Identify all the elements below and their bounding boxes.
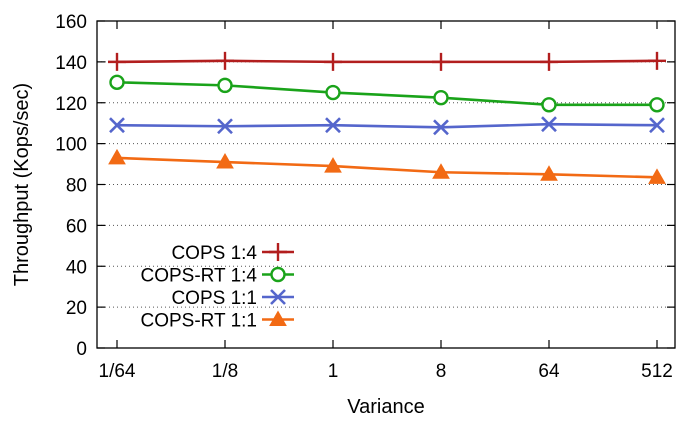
y-tick-label: 60 <box>66 216 87 237</box>
point-marker-circle <box>109 74 125 91</box>
point-marker-triangle <box>540 165 558 181</box>
point-marker-plus <box>324 52 342 71</box>
axis-ticks: 0 20 40 60 80 100 120 140 160 1/64 1/8 1 8 64 512 <box>55 12 675 382</box>
point-marker-x <box>217 118 233 135</box>
x-tick-label: 1/8 <box>212 361 238 382</box>
point-marker-x <box>325 117 341 134</box>
point-marker-x <box>433 119 449 136</box>
x-tick-label: 64 <box>538 361 560 382</box>
point-marker-circle <box>541 97 557 113</box>
legend-label: COPS 1:4 <box>171 243 257 264</box>
y-tick-label: 100 <box>55 135 87 156</box>
point-marker-plus <box>540 52 558 71</box>
point-marker-triangle <box>269 310 287 326</box>
point-marker-x <box>270 289 286 305</box>
point-marker-circle <box>433 89 449 106</box>
x-tick-label: 1 <box>328 361 339 382</box>
point-marker-triangle <box>432 163 450 179</box>
point-marker-circle <box>649 97 665 113</box>
series-line <box>116 81 657 107</box>
point-marker-plus <box>269 243 287 261</box>
point-marker-circle <box>217 77 233 94</box>
point-marker-x <box>649 117 665 134</box>
point-marker-plus <box>432 52 450 71</box>
point-marker-triangle <box>324 157 342 173</box>
point-marker-triangle <box>648 168 666 184</box>
x-tick-label: 1/64 <box>99 361 136 382</box>
y-tick-label: 140 <box>55 53 87 74</box>
series-cops-rt-1-1 <box>108 148 666 184</box>
series-cops-1-4 <box>108 51 666 71</box>
y-tick-label: 160 <box>55 12 87 33</box>
series-line <box>116 122 658 129</box>
y-axis-label: Throughput (Kops/sec) <box>11 83 33 286</box>
y-tick-label: 20 <box>66 298 87 319</box>
series-group <box>108 51 666 184</box>
point-marker-plus <box>216 51 234 70</box>
point-marker-x <box>541 116 557 133</box>
point-marker-circle <box>270 266 286 283</box>
x-tick-label: 8 <box>436 361 447 382</box>
point-marker-triangle <box>108 148 126 165</box>
legend-label: COPS 1:1 <box>171 288 257 309</box>
series-cops-rt-1-4 <box>109 74 665 113</box>
y-tick-label: 0 <box>76 339 87 360</box>
legend-label: COPS-RT 1:1 <box>140 311 257 332</box>
series-line <box>116 156 658 179</box>
legend-label: COPS-RT 1:4 <box>140 266 257 287</box>
y-tick-label: 40 <box>66 257 87 278</box>
point-marker-plus <box>108 52 126 71</box>
x-tick-label: 512 <box>641 361 673 382</box>
y-tick-label: 80 <box>66 176 87 197</box>
x-axis-label: Variance <box>347 396 424 418</box>
point-marker-plus <box>648 51 666 70</box>
point-marker-circle <box>325 84 341 101</box>
point-marker-x <box>109 117 125 134</box>
point-marker-triangle <box>216 153 234 169</box>
series-cops-1-1 <box>109 116 665 136</box>
series-line <box>116 59 658 64</box>
y-tick-label: 120 <box>55 94 87 115</box>
